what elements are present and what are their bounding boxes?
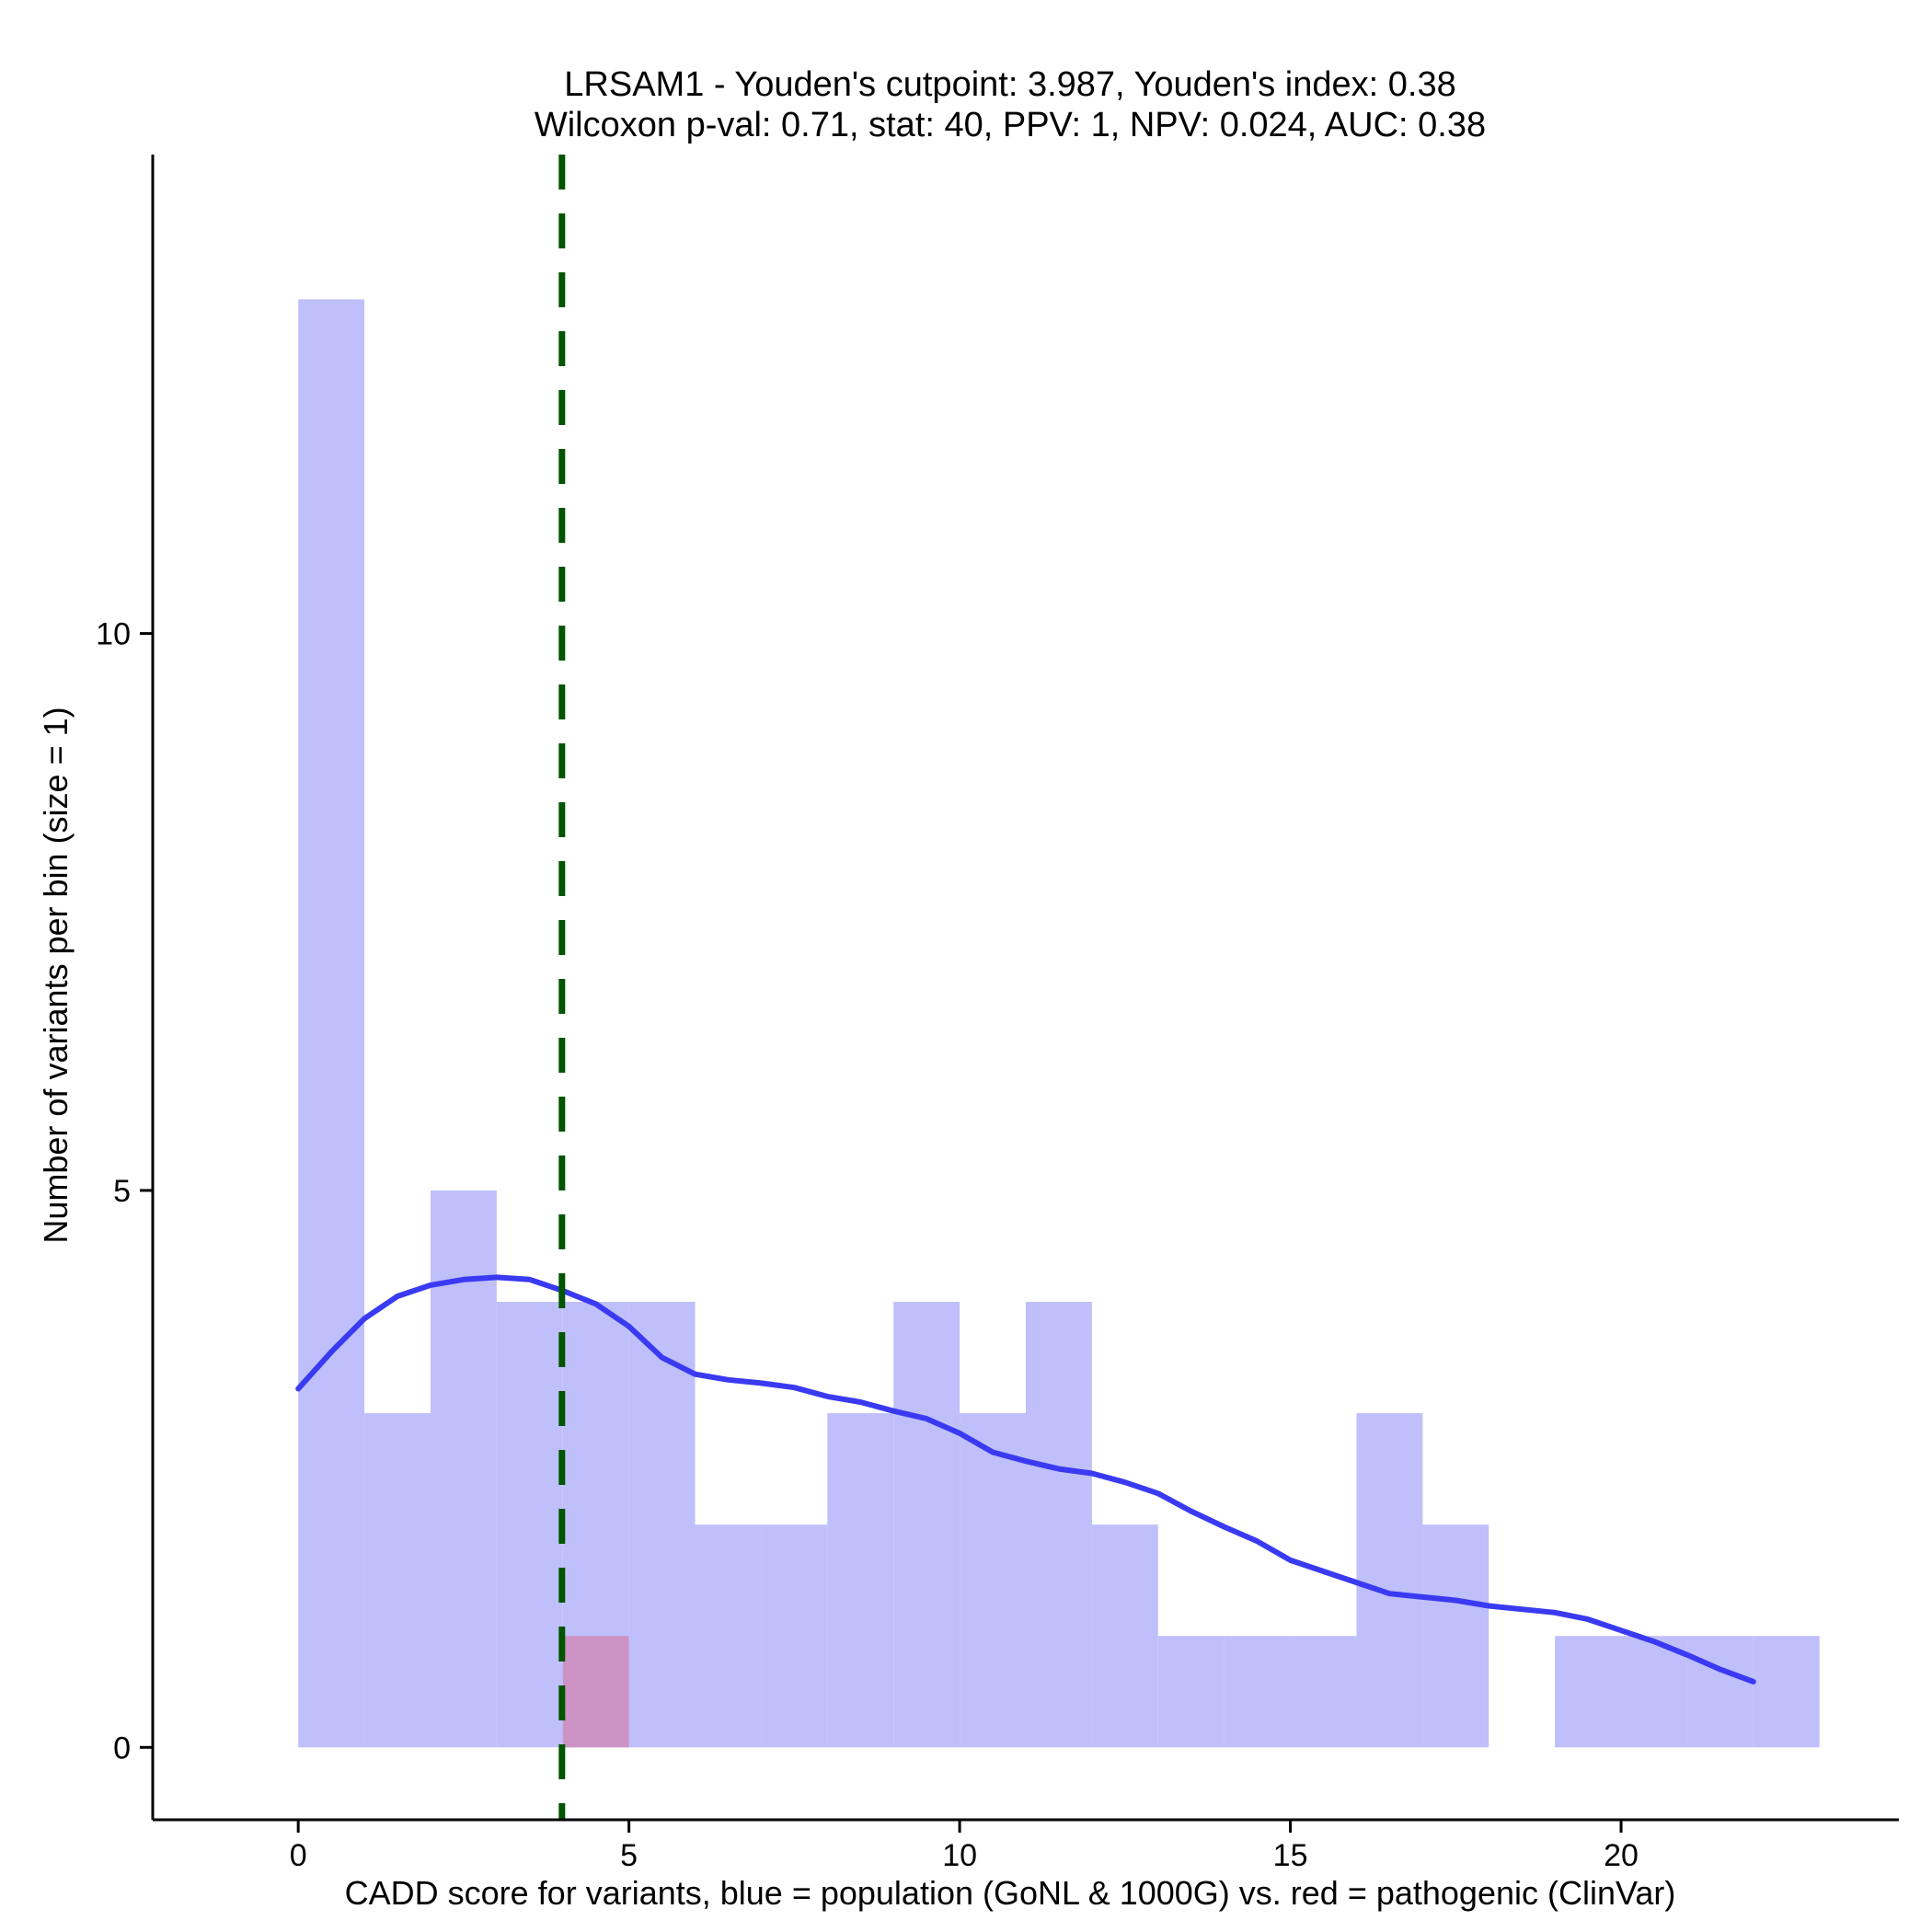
- x-tick-label-15: 15: [1273, 1838, 1308, 1873]
- chart-title-line-2: Wilcoxon p-val: 0.71, stat: 40, PPV: 1, …: [535, 106, 1486, 144]
- population-bar-0: [298, 299, 365, 1748]
- chart-title-line-1: LRSAM1 - Youden's cutpoint: 3.987, Youde…: [564, 65, 1455, 104]
- pathogenic-bar-4: [562, 1636, 629, 1748]
- x-tick-label-20: 20: [1604, 1838, 1639, 1873]
- population-bar-11: [1026, 1302, 1092, 1748]
- population-bar-22: [1753, 1636, 1820, 1748]
- population-bar-14: [1224, 1636, 1291, 1748]
- population-bar-19: [1555, 1636, 1622, 1748]
- axes-layer: 0 5 10 15 20 0 5 10: [96, 155, 1899, 1873]
- population-bar-2: [430, 1190, 497, 1748]
- population-bar-12: [1091, 1524, 1158, 1748]
- x-tick-label-0: 0: [290, 1838, 307, 1873]
- population-bar-10: [960, 1413, 1026, 1748]
- population-bar-16: [1356, 1413, 1423, 1748]
- y-axis-label: Number of variants per bin (size = 1): [37, 707, 75, 1243]
- population-bar-1: [364, 1413, 431, 1748]
- population-bar-13: [1157, 1636, 1225, 1748]
- x-tick-label-10: 10: [942, 1838, 977, 1873]
- population-bar-3: [496, 1302, 563, 1748]
- x-tick-label-5: 5: [620, 1838, 638, 1873]
- population-bar-7: [761, 1524, 828, 1748]
- population-bar-6: [695, 1524, 762, 1748]
- y-tick-label-0: 0: [113, 1731, 131, 1765]
- population-bar-9: [893, 1302, 960, 1748]
- density-layer: [295, 1274, 1756, 1685]
- population-bar-15: [1290, 1636, 1357, 1748]
- y-tick-label-5: 5: [113, 1174, 131, 1209]
- y-tick-label-10: 10: [96, 617, 131, 652]
- population-bar-8: [827, 1413, 894, 1748]
- x-axis-label: CADD score for variants, blue = populati…: [345, 1874, 1676, 1912]
- population-bar-5: [628, 1302, 696, 1748]
- population-bar-17: [1422, 1524, 1489, 1748]
- bars-layer: [298, 299, 1820, 1748]
- population-bar-20: [1621, 1636, 1687, 1748]
- density-curve: [295, 1274, 1756, 1685]
- population-bar-21: [1686, 1636, 1754, 1748]
